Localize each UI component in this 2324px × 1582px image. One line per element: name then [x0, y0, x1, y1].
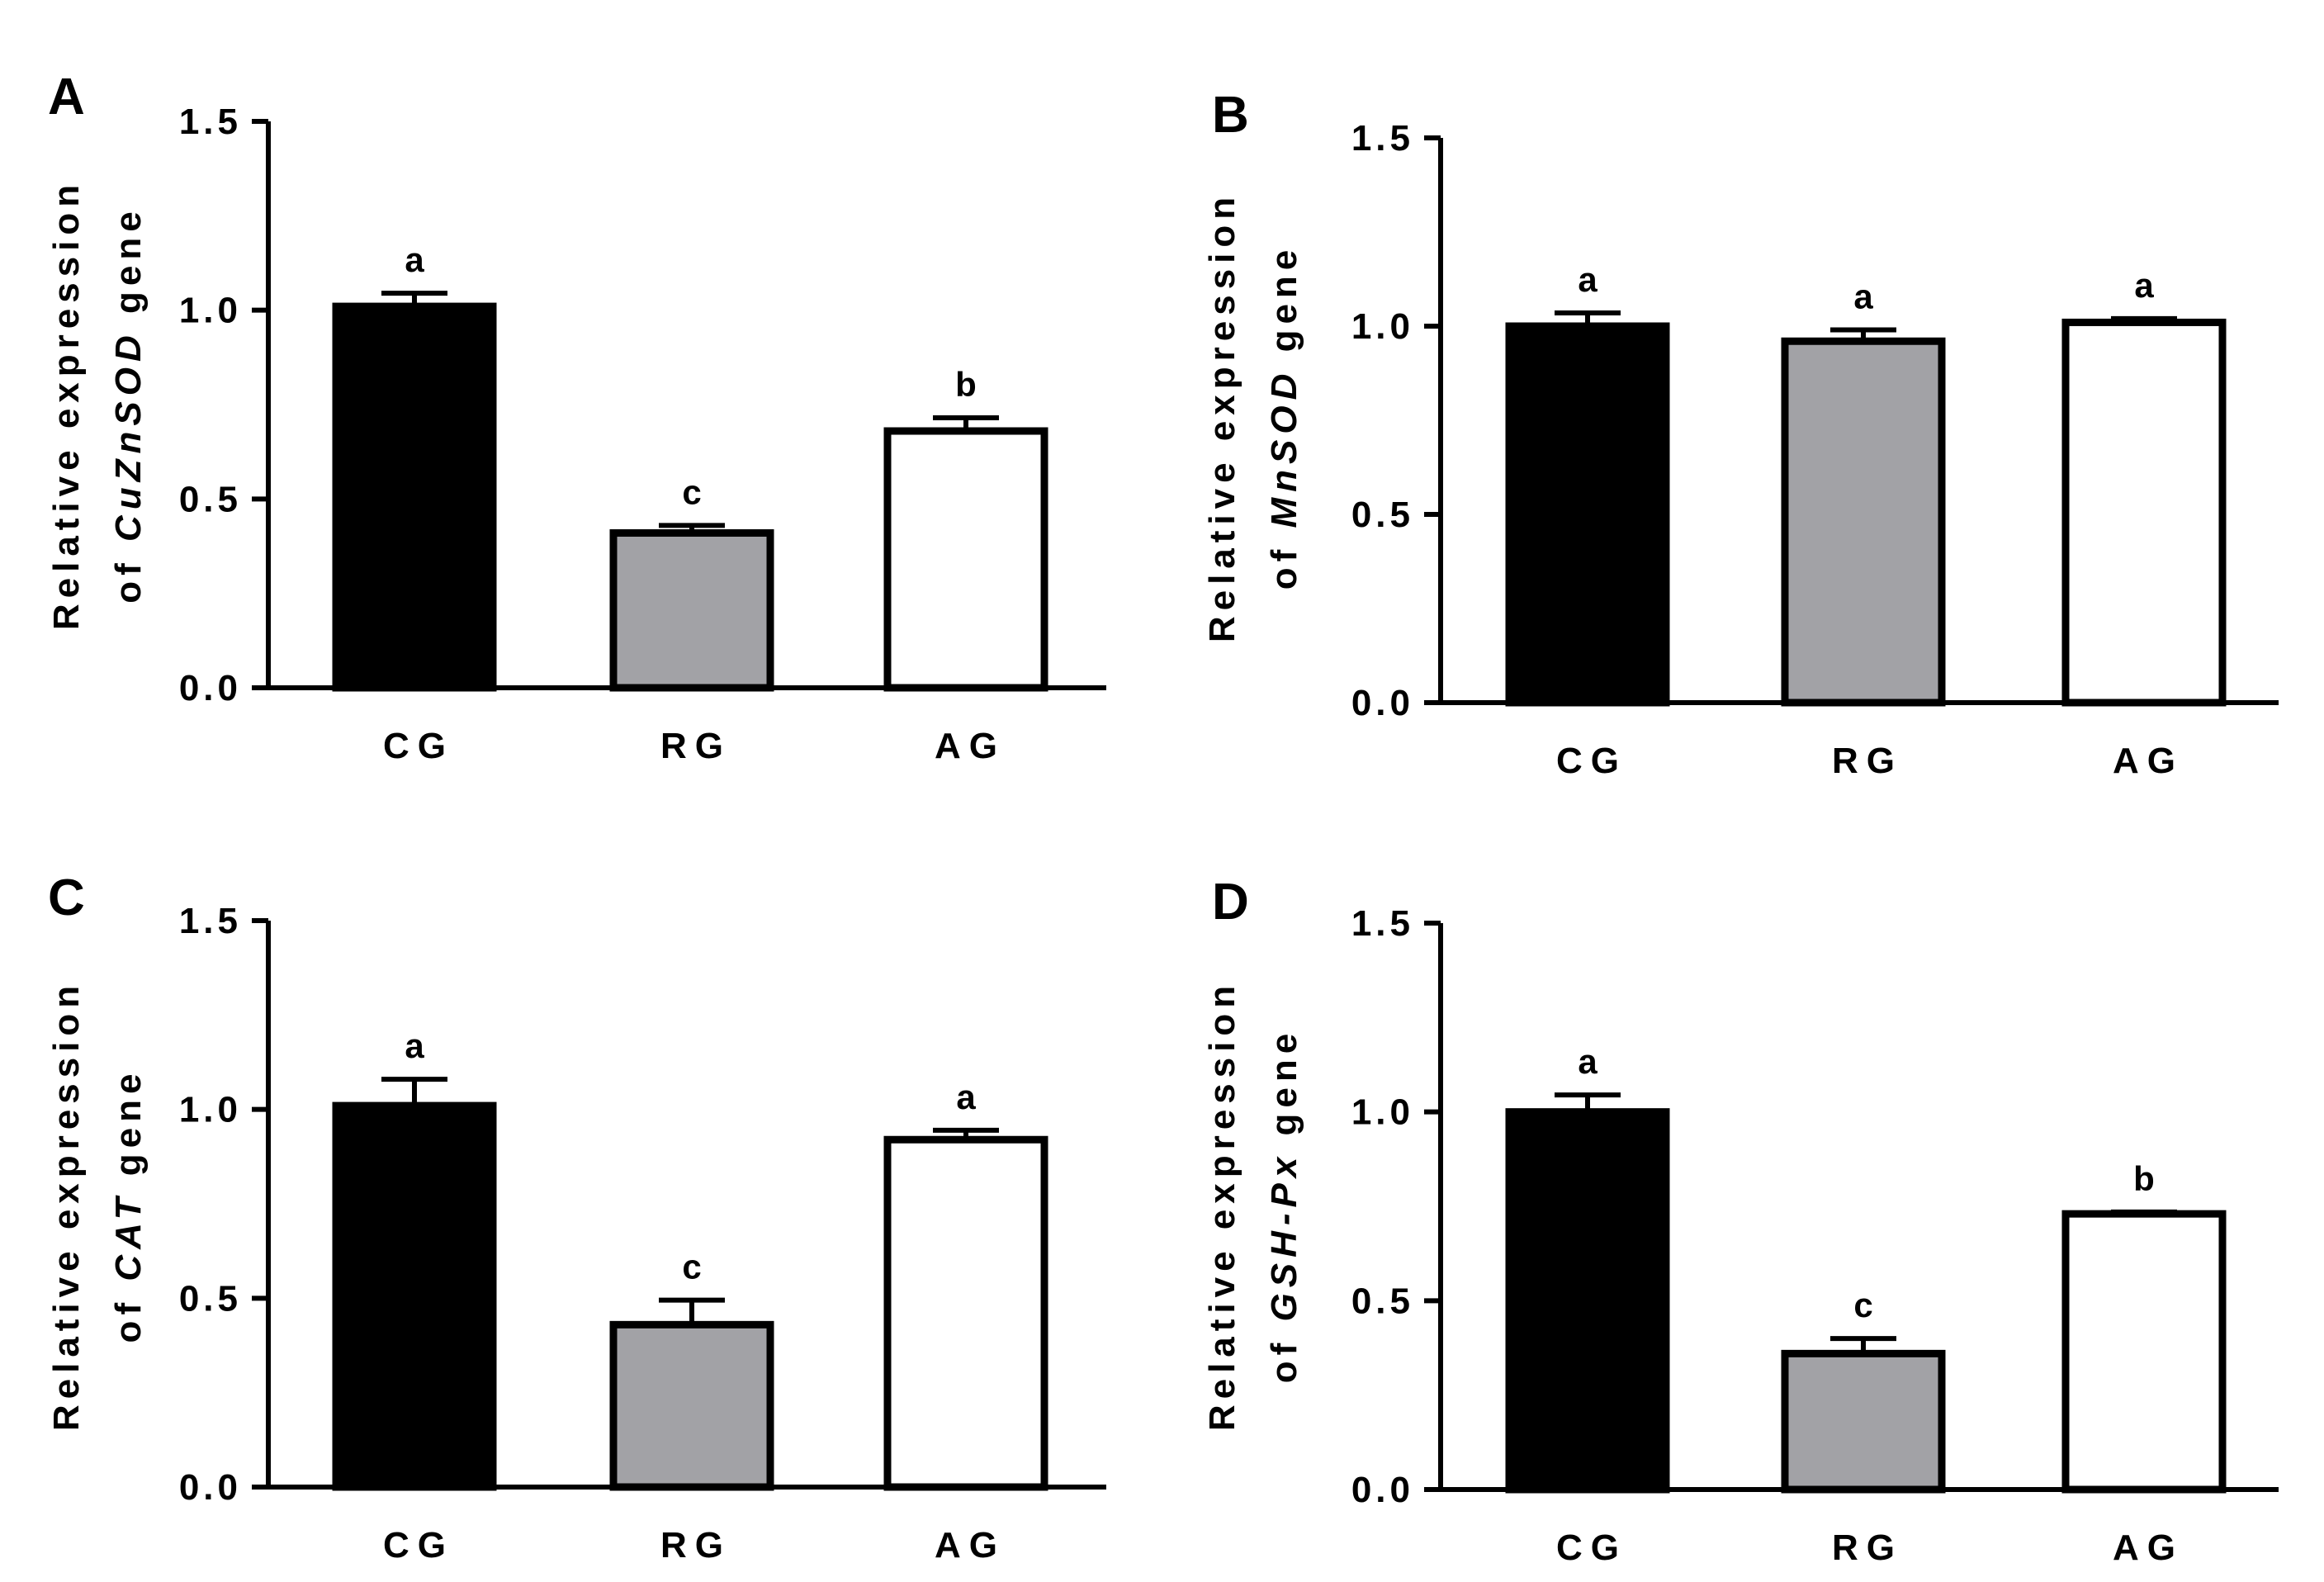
significance-label: b [955, 365, 977, 404]
y-tick-label: 0.5 [1351, 1281, 1414, 1321]
significance-label: c [682, 472, 701, 511]
significance-label: a [1853, 277, 1873, 316]
y-axis-label-line2: of CAT gene [108, 1068, 149, 1343]
bar-cg [1505, 322, 1670, 707]
bar-ag [2061, 1210, 2227, 1494]
x-category-label: CG [383, 1525, 454, 1565]
panel-letter-c: C [48, 869, 85, 926]
y-axis-label-line1: Relative expression [46, 179, 87, 630]
y-tick-label: 1.5 [179, 901, 242, 941]
y-axis-label-line2: of MnSOD gene [1264, 244, 1304, 590]
x-category-label: AG [935, 1525, 1006, 1565]
significance-label: a [405, 240, 424, 279]
y-axis-label-gene: CAT [108, 1191, 149, 1281]
significance-label: a [1578, 1042, 1597, 1081]
panel-b: B 0.0 0.5 1.0 1.5 a CG a RG a AG Relative expressio… [1202, 87, 2279, 781]
y-axis-label-prefix: of [108, 542, 149, 604]
x-category-label: RG [660, 1525, 731, 1565]
x-category-label: RG [660, 726, 731, 766]
significance-label: a [405, 1026, 424, 1065]
y-tick-label: 0.0 [1351, 683, 1414, 723]
x-category-label: AG [935, 726, 1006, 766]
y-tick-label: 1.0 [1351, 306, 1414, 347]
y-axis-label-prefix: of [108, 1281, 149, 1343]
panel-c: C 0.0 0.5 1.0 1.5 a CG c RG a AG Relative expressio… [46, 869, 1106, 1565]
y-axis-label-prefix: of [1264, 1321, 1304, 1383]
y-axis-label-prefix: of [1264, 528, 1304, 590]
panel-letter-a: A [48, 69, 85, 126]
bar-ag [883, 1135, 1048, 1491]
bar-cg [332, 302, 497, 692]
y-axis-label-gene: MnSOD [1264, 368, 1304, 528]
bar-cg [1505, 1108, 1670, 1494]
y-axis-label-line1: Relative expression [46, 980, 87, 1431]
significance-label: a [956, 1078, 976, 1116]
bar-rg [1781, 1349, 1946, 1494]
x-category-label: RG [1832, 741, 1903, 781]
significance-label: a [2134, 266, 2154, 305]
y-axis-label-suffix: gene [108, 1068, 149, 1192]
y-axis-label-line1: Relative expression [1202, 980, 1242, 1431]
y-tick-label: 1.0 [179, 1090, 242, 1130]
y-tick-label: 1.0 [179, 291, 242, 331]
y-tick-label: 0.5 [179, 479, 242, 519]
significance-label: c [1853, 1286, 1872, 1324]
bar-rg [609, 528, 774, 692]
x-category-label: AG [2113, 741, 2184, 781]
bar-cg [332, 1101, 497, 1491]
bar-ag [883, 427, 1048, 692]
significance-label: a [1578, 260, 1597, 299]
y-tick-label: 1.5 [1351, 118, 1414, 159]
y-tick-label: 1.5 [179, 102, 242, 142]
significance-label: b [2133, 1159, 2155, 1198]
panel-letter-d: D [1212, 874, 1249, 931]
y-tick-label: 0.5 [1351, 495, 1414, 535]
y-tick-label: 0.0 [179, 668, 242, 708]
y-tick-label: 0.5 [179, 1278, 242, 1319]
y-axis-label-suffix: gene [108, 206, 149, 329]
y-axis-label-line2: of GSH-Px gene [1264, 1028, 1304, 1384]
significance-label: c [682, 1248, 701, 1286]
x-category-label: RG [1832, 1528, 1903, 1568]
panel-letter-b: B [1212, 87, 1249, 144]
x-category-label: CG [383, 726, 454, 766]
bar-rg [1781, 337, 1946, 707]
y-axis-label-line2: of CuZnSOD gene [108, 206, 149, 603]
panel-a: A 0.0 0.5 1.0 1.5 a CG c RG b AG Relative expressio… [46, 69, 1106, 766]
y-axis-label-gene: GSH-Px [1264, 1152, 1304, 1322]
y-tick-label: 0.0 [179, 1467, 242, 1508]
y-tick-label: 1.5 [1351, 903, 1414, 944]
bar-ag [2061, 318, 2227, 707]
y-axis-label-suffix: gene [1264, 1028, 1304, 1152]
y-tick-label: 1.0 [1351, 1092, 1414, 1133]
x-category-label: CG [1556, 1528, 1627, 1568]
x-category-label: CG [1556, 741, 1627, 781]
y-axis-label-line1: Relative expression [1202, 192, 1242, 642]
panel-d: D 0.0 0.5 1.0 1.5 a CG c RG b AG Relative expressio… [1202, 874, 2279, 1568]
x-category-label: AG [2113, 1528, 2184, 1568]
y-axis-label-gene: CuZnSOD [108, 329, 149, 542]
y-tick-label: 0.0 [1351, 1470, 1414, 1510]
y-axis-label-suffix: gene [1264, 244, 1304, 368]
bar-rg [609, 1320, 774, 1491]
